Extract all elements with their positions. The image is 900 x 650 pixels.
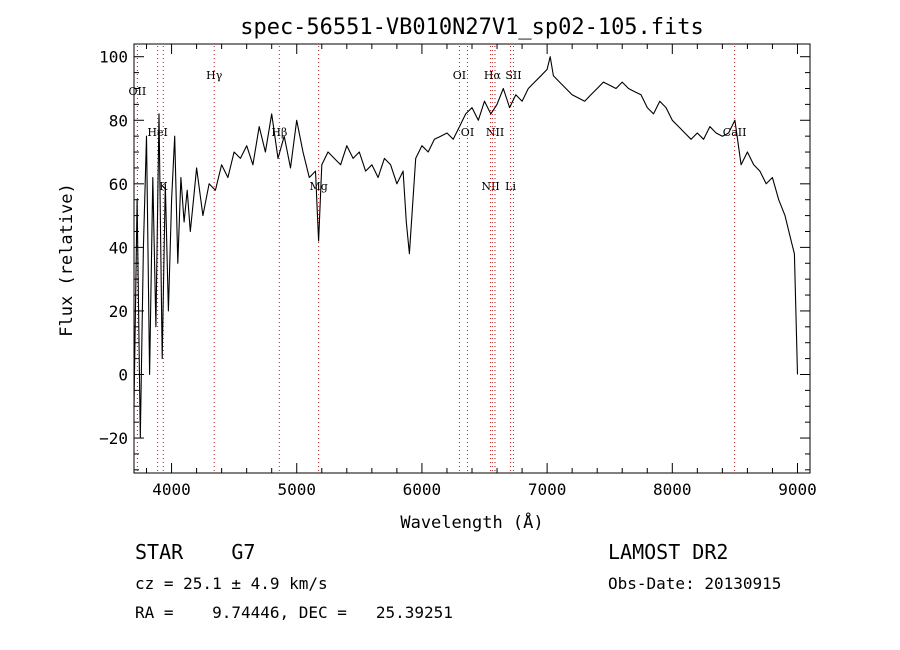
spectrum-line <box>133 56 799 439</box>
x-tick-label: 7000 <box>528 480 567 499</box>
y-axis: −20 0 20 40 60 80 100 <box>99 48 810 471</box>
y-tick-label: −20 <box>99 429 128 448</box>
spectral-line-label: Li <box>505 180 516 193</box>
spectrum-series <box>133 56 799 439</box>
spectral-line-label: CaII <box>723 126 747 139</box>
spectral-line-label: HeI <box>147 126 167 139</box>
x-tick-label: 4000 <box>152 480 191 499</box>
spectral-line-label: OI <box>461 126 474 139</box>
spectral-line-label: SII <box>505 69 521 82</box>
spectral-line-label: K <box>159 180 168 193</box>
y-tick-label: 100 <box>99 48 128 67</box>
coordinates: RA = 9.74446, DEC = 25.39251 <box>135 603 453 622</box>
spectral-line-label: Hα <box>484 69 502 82</box>
x-tick-label: 6000 <box>403 480 442 499</box>
redshift-cz: cz = 25.1 ± 4.9 km/s <box>135 574 328 593</box>
spectral-line-label: Hγ <box>206 69 223 82</box>
chart-title: spec-56551-VB010N27V1_sp02-105.fits <box>240 15 704 40</box>
spectral-line-label: NII <box>486 126 504 139</box>
spectral-line-label: Mg <box>309 180 327 193</box>
x-tick-label: 8000 <box>653 480 692 499</box>
y-tick-label: 0 <box>118 365 128 384</box>
y-tick-label: 20 <box>109 302 128 321</box>
x-axis-label: Wavelength (Å) <box>400 511 543 533</box>
object-class: STAR G7 <box>135 540 256 564</box>
survey-name: LAMOST DR2 <box>608 540 729 564</box>
spectral-line-label: NII <box>481 180 499 193</box>
spectral-line-label: OII <box>129 85 147 98</box>
y-tick-label: 60 <box>109 175 128 194</box>
x-axis: 4000 5000 6000 7000 8000 9000 <box>146 44 817 499</box>
x-tick-label: 9000 <box>778 480 817 499</box>
spectral-line-label: OI <box>453 69 466 82</box>
observation-date: Obs-Date: 20130915 <box>608 574 782 593</box>
y-axis-label: Flux (relative) <box>57 183 77 337</box>
y-tick-label: 80 <box>109 111 128 130</box>
x-tick-label: 5000 <box>277 480 316 499</box>
y-tick-label: 40 <box>109 238 128 257</box>
